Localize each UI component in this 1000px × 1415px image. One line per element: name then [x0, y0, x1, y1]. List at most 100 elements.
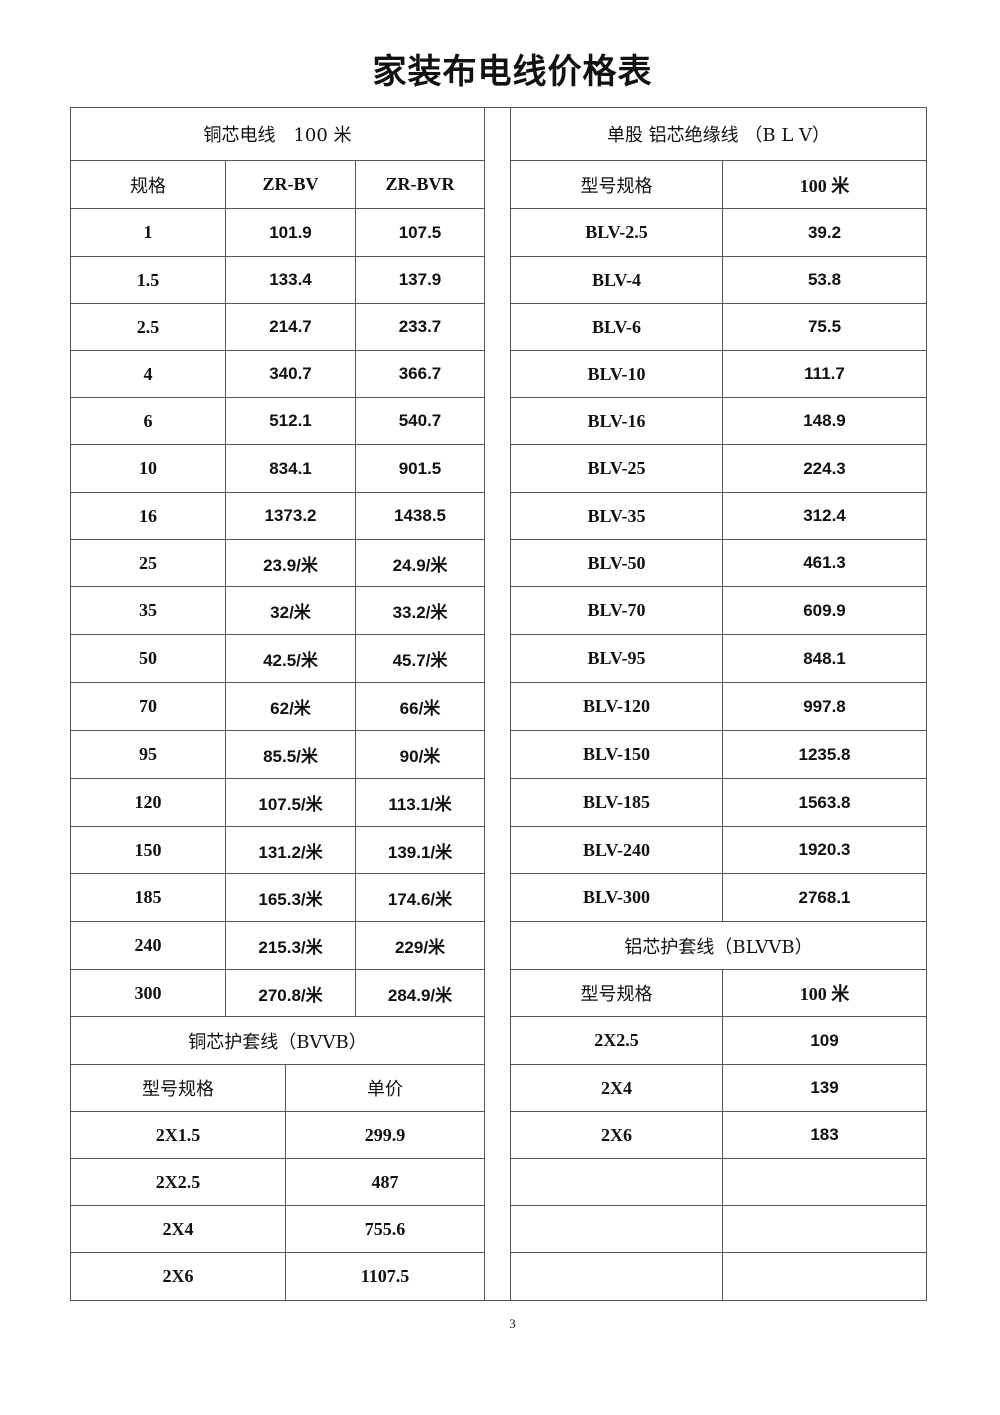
price-cell: 174.6/米	[355, 873, 485, 922]
spec-cell: BLV-35	[510, 492, 723, 540]
spec-cell: 2X2.5	[70, 1158, 286, 1206]
price-cell: 111.7	[722, 350, 927, 398]
price-cell: 139.1/米	[355, 826, 485, 874]
price-cell: 2768.1	[722, 873, 927, 922]
page-number: 3	[509, 1316, 516, 1331]
spec-cell: 185	[70, 873, 226, 922]
column-header: 型号规格	[510, 160, 723, 209]
spec-cell: BLV-240	[510, 826, 723, 874]
price-cell: 107.5	[355, 208, 485, 257]
price-cell	[722, 1252, 927, 1301]
spec-cell: 2X2.5	[510, 1016, 723, 1065]
column-header: 单价	[285, 1064, 485, 1112]
price-cell: 39.2	[722, 208, 927, 257]
price-cell: 1373.2	[225, 492, 356, 540]
spec-cell: BLV-10	[510, 350, 723, 398]
price-cell: 24.9/米	[355, 539, 485, 587]
spec-cell: 2X6	[70, 1252, 286, 1301]
price-cell: 137.9	[355, 256, 485, 304]
price-cell: 901.5	[355, 444, 485, 493]
spec-cell	[510, 1252, 723, 1301]
spec-cell: 1.5	[70, 256, 226, 304]
price-cell: 270.8/米	[225, 969, 356, 1017]
spec-cell: BLV-120	[510, 682, 723, 731]
spec-cell: 10	[70, 444, 226, 493]
spec-cell: BLV-6	[510, 303, 723, 351]
column-divider	[484, 107, 511, 1301]
price-cell: 133.4	[225, 256, 356, 304]
price-cell: 609.9	[722, 586, 927, 635]
column-header: 规格	[70, 160, 226, 209]
price-cell: 85.5/米	[225, 730, 356, 779]
price-cell: 214.7	[225, 303, 356, 351]
price-cell: 284.9/米	[355, 969, 485, 1017]
spec-cell: 16	[70, 492, 226, 540]
price-cell: 512.1	[225, 397, 356, 445]
spec-cell: BLV-150	[510, 730, 723, 779]
price-cell: 312.4	[722, 492, 927, 540]
price-cell: 107.5/米	[225, 778, 356, 827]
price-cell: 366.7	[355, 350, 485, 398]
price-cell: 755.6	[285, 1205, 485, 1253]
price-cell: 183	[722, 1111, 927, 1159]
price-cell: 834.1	[225, 444, 356, 493]
column-header: 100 米	[722, 969, 927, 1017]
column-header: ZR-BV	[225, 160, 356, 209]
column-header: 型号规格	[510, 969, 723, 1017]
column-header: ZR-BVR	[355, 160, 485, 209]
spec-cell	[510, 1158, 723, 1206]
blvvb-section-title: 铝芯护套线（BLVVB）	[510, 921, 927, 970]
price-cell: 113.1/米	[355, 778, 485, 827]
price-cell: 1107.5	[285, 1252, 485, 1301]
spec-cell: 150	[70, 826, 226, 874]
price-cell: 540.7	[355, 397, 485, 445]
spec-cell: BLV-25	[510, 444, 723, 493]
price-cell: 139	[722, 1064, 927, 1112]
spec-cell: 300	[70, 969, 226, 1017]
spec-cell: 95	[70, 730, 226, 779]
price-cell: 32/米	[225, 586, 356, 635]
spec-cell: BLV-70	[510, 586, 723, 635]
spec-cell: 120	[70, 778, 226, 827]
spec-cell: 70	[70, 682, 226, 731]
price-cell: 131.2/米	[225, 826, 356, 874]
left-table-header: 铜芯电线 100 米	[70, 107, 485, 161]
price-cell: 90/米	[355, 730, 485, 779]
spec-cell: 4	[70, 350, 226, 398]
spec-cell: BLV-16	[510, 397, 723, 445]
price-cell: 148.9	[722, 397, 927, 445]
price-cell: 23.9/米	[225, 539, 356, 587]
price-cell: 340.7	[225, 350, 356, 398]
spec-cell: 2X1.5	[70, 1111, 286, 1159]
spec-cell: BLV-95	[510, 634, 723, 683]
spec-cell: BLV-300	[510, 873, 723, 922]
price-cell: 299.9	[285, 1111, 485, 1159]
bvvb-section-title: 铜芯护套线（BVVB）	[70, 1016, 485, 1065]
price-cell: 997.8	[722, 682, 927, 731]
spec-cell: BLV-50	[510, 539, 723, 587]
price-cell: 165.3/米	[225, 873, 356, 922]
price-cell: 101.9	[225, 208, 356, 257]
spec-cell: BLV-4	[510, 256, 723, 304]
spec-cell: 25	[70, 539, 226, 587]
price-cell: 53.8	[722, 256, 927, 304]
price-cell: 215.3/米	[225, 921, 356, 970]
spec-cell: 2.5	[70, 303, 226, 351]
price-cell: 487	[285, 1158, 485, 1206]
column-header: 100 米	[722, 160, 927, 209]
price-cell: 233.7	[355, 303, 485, 351]
spec-cell: 50	[70, 634, 226, 683]
price-cell	[722, 1205, 927, 1253]
price-cell: 229/米	[355, 921, 485, 970]
price-cell: 1920.3	[722, 826, 927, 874]
price-cell: 1438.5	[355, 492, 485, 540]
column-header: 型号规格	[70, 1064, 286, 1112]
spec-cell: 35	[70, 586, 226, 635]
price-cell: 66/米	[355, 682, 485, 731]
price-cell: 45.7/米	[355, 634, 485, 683]
price-cell: 1563.8	[722, 778, 927, 827]
price-cell: 42.5/米	[225, 634, 356, 683]
price-cell: 461.3	[722, 539, 927, 587]
page-title: 家装布电线价格表	[372, 52, 653, 92]
price-cell: 848.1	[722, 634, 927, 683]
